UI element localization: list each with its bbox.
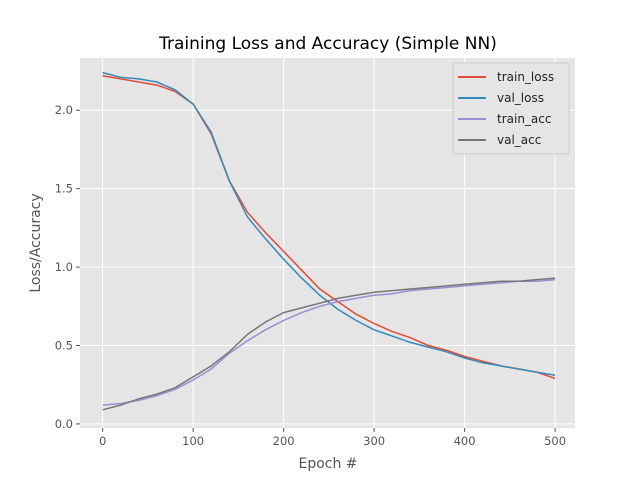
y-axis-label: Loss/Accuracy xyxy=(28,193,44,292)
series-line-val_loss xyxy=(102,71,556,377)
legend-box xyxy=(452,62,570,155)
legend-label: train_acc xyxy=(497,112,551,126)
x-tick-label: 500 xyxy=(544,434,566,448)
y-tick-label: 1.5 xyxy=(55,182,73,196)
chart-title: Training Loss and Accuracy (Simple NN) xyxy=(158,34,497,54)
y-tick-label: 0.5 xyxy=(55,338,73,352)
legend-label: train_loss xyxy=(497,70,554,84)
legend-label: val_loss xyxy=(497,91,544,105)
series-line-train_loss xyxy=(102,74,556,380)
x-tick-label: 0 xyxy=(99,434,106,448)
x-tick-label: 200 xyxy=(273,434,295,448)
y-tick-label: 2.0 xyxy=(55,103,73,117)
x-tick-label: 300 xyxy=(363,434,385,448)
legend: train_loss val_loss train_acc val_acc xyxy=(452,62,570,155)
x-axis-label: Epoch # xyxy=(298,456,357,472)
x-tick-label: 400 xyxy=(454,434,476,448)
x-tick-label: 100 xyxy=(182,434,204,448)
series-line-train_acc xyxy=(102,278,556,406)
legend-label: val_acc xyxy=(497,133,541,147)
y-tick-label: 1.0 xyxy=(55,260,73,274)
y-tick-label: 0.0 xyxy=(55,417,73,431)
series-line-val_acc xyxy=(102,277,556,411)
